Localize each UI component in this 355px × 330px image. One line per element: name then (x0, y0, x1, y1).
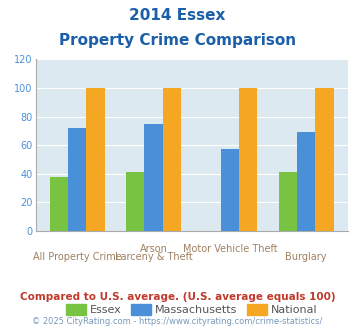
Text: Compared to U.S. average. (U.S. average equals 100): Compared to U.S. average. (U.S. average … (20, 292, 335, 302)
Bar (315, 88, 334, 231)
Text: All Property Crime: All Property Crime (33, 252, 121, 262)
Text: 2014 Essex: 2014 Essex (129, 8, 226, 23)
Bar (68, 128, 86, 231)
Bar (221, 149, 239, 231)
Text: Larceny & Theft: Larceny & Theft (115, 252, 192, 262)
Legend: Essex, Massachusetts, National: Essex, Massachusetts, National (61, 300, 322, 320)
Text: Property Crime Comparison: Property Crime Comparison (59, 33, 296, 48)
Bar (163, 88, 181, 231)
Text: © 2025 CityRating.com - https://www.cityrating.com/crime-statistics/: © 2025 CityRating.com - https://www.city… (32, 317, 323, 326)
Text: Arson: Arson (140, 244, 168, 254)
Bar (239, 88, 257, 231)
Bar (50, 177, 68, 231)
Bar (297, 132, 315, 231)
Bar (144, 124, 163, 231)
Bar (126, 172, 144, 231)
Text: Burglary: Burglary (285, 252, 327, 262)
Bar (86, 88, 105, 231)
Bar (279, 172, 297, 231)
Text: Motor Vehicle Theft: Motor Vehicle Theft (182, 244, 277, 254)
